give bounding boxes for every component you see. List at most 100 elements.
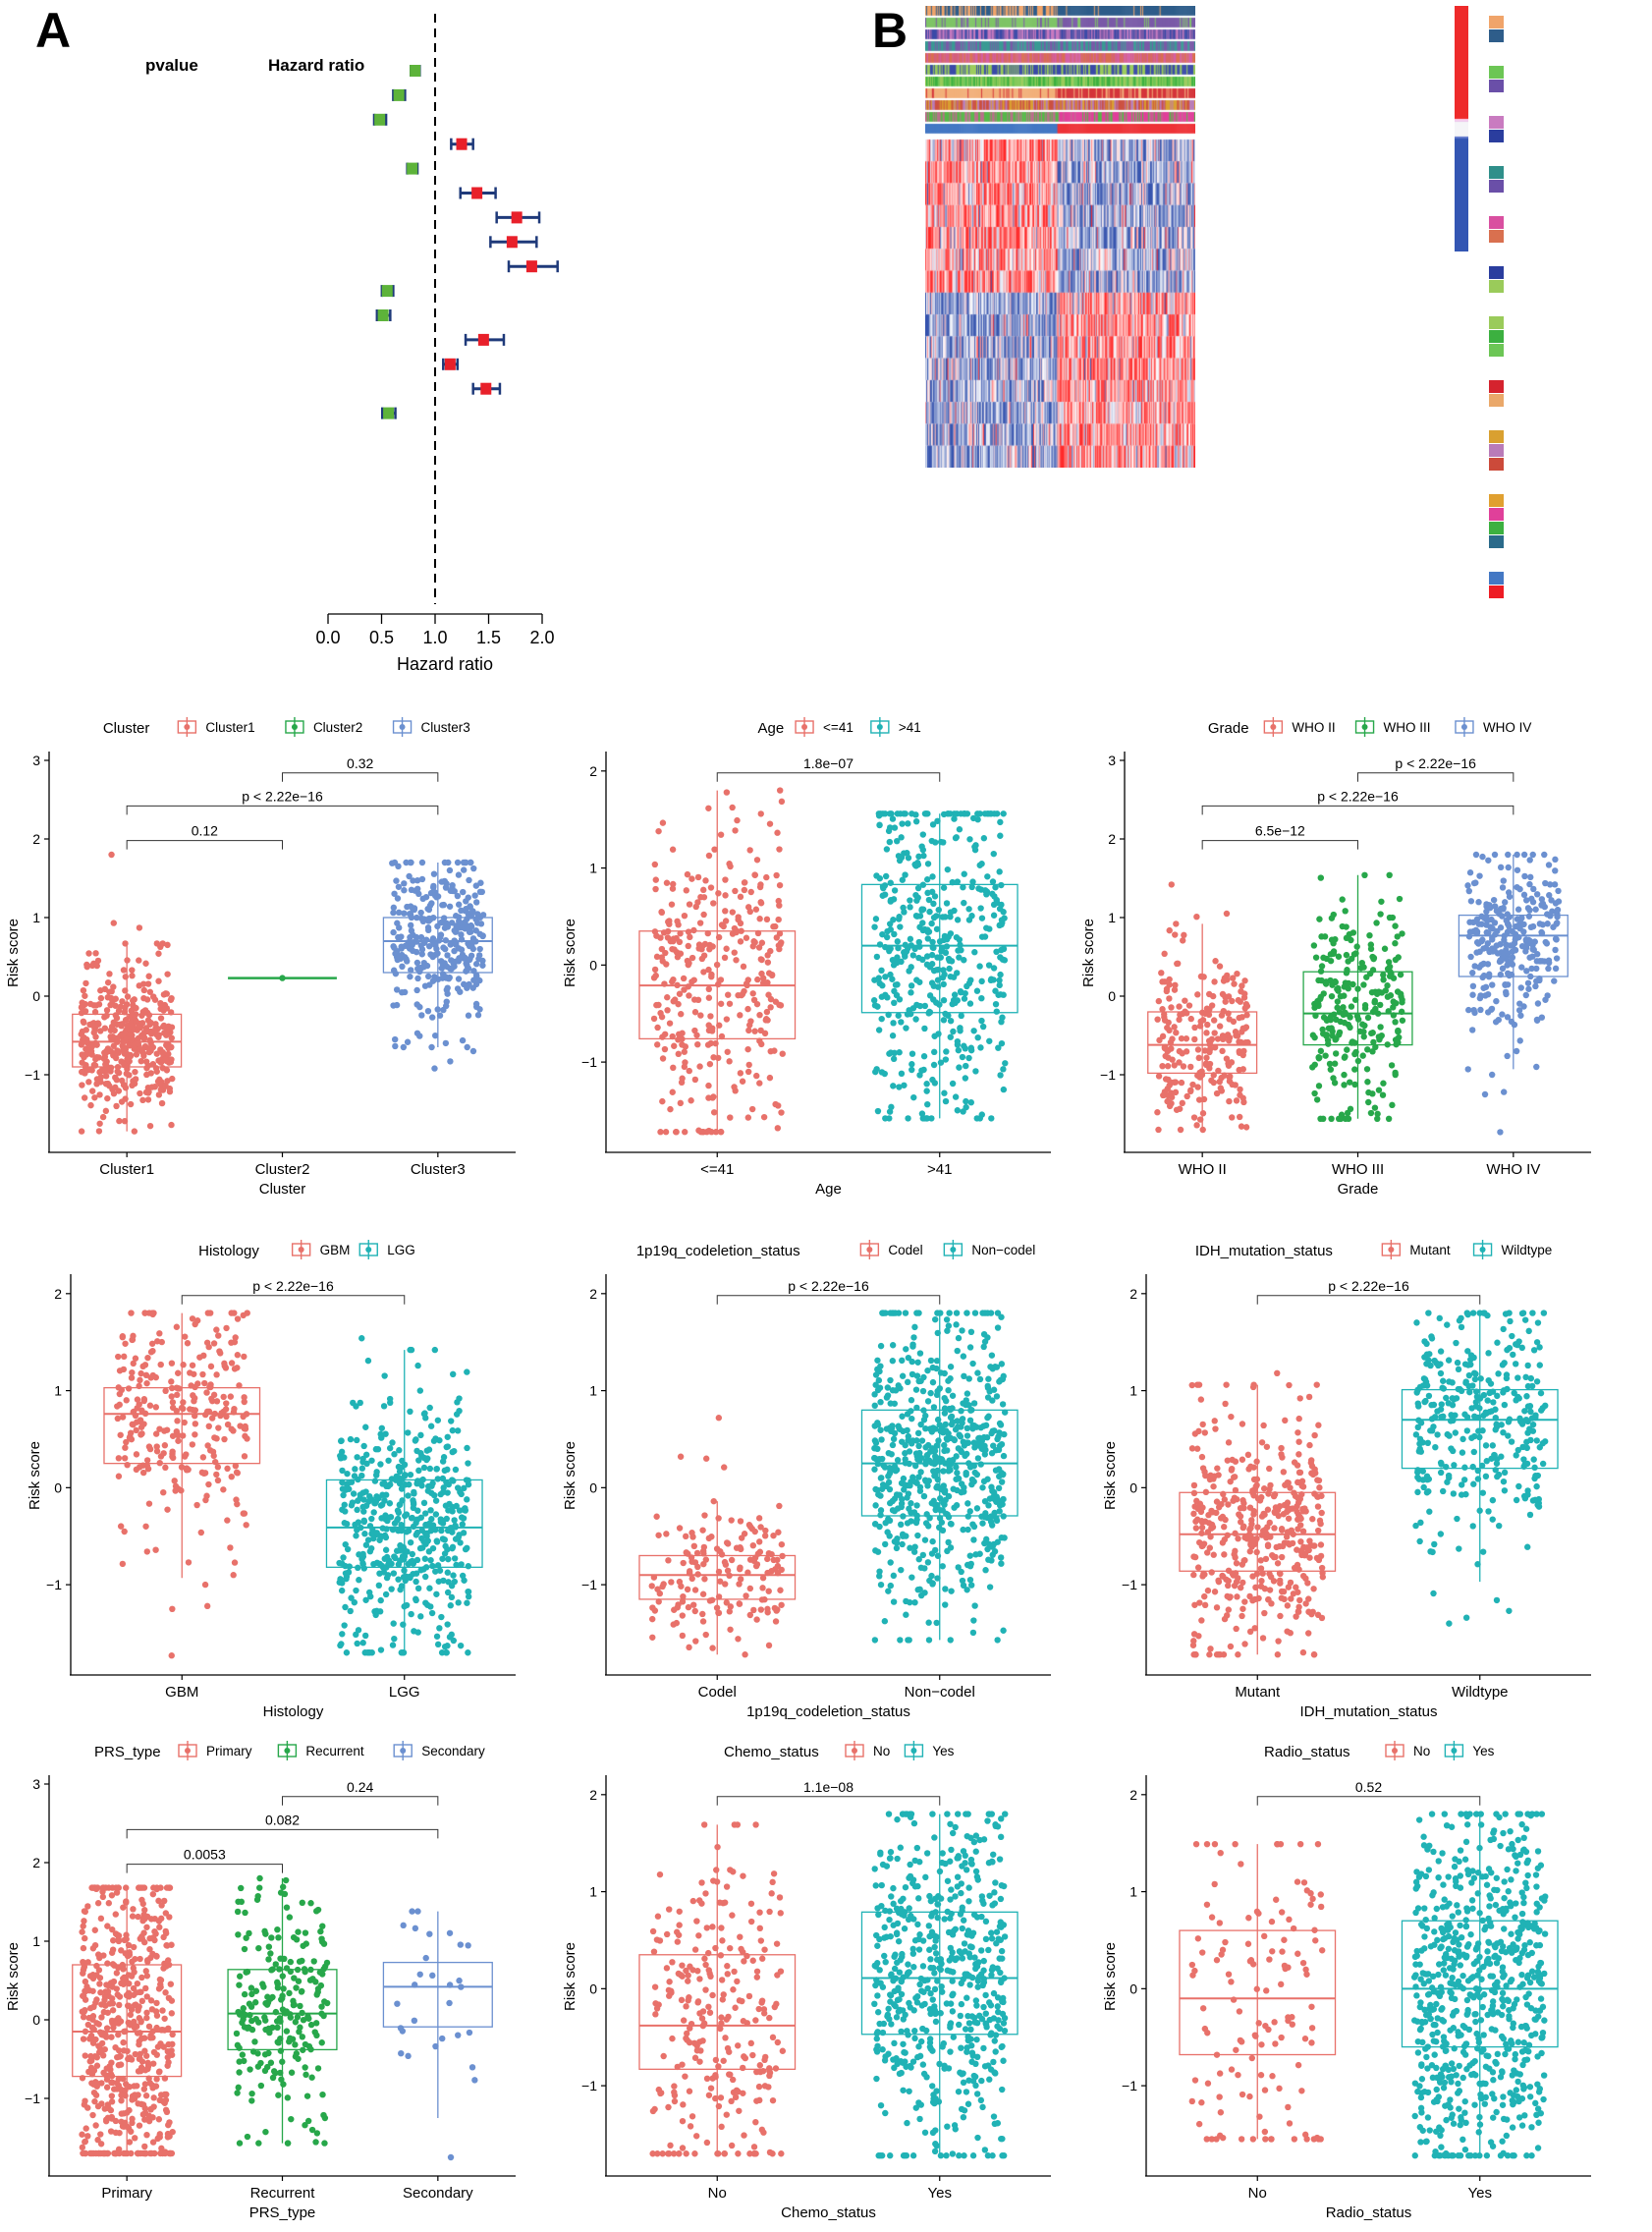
data-point [1346, 985, 1351, 991]
data-point [1444, 1321, 1450, 1327]
data-point [997, 1421, 1003, 1426]
data-point [876, 975, 882, 980]
data-point [377, 1534, 383, 1540]
data-point [708, 1040, 714, 1046]
data-point [371, 1509, 377, 1515]
data-point [1265, 1507, 1271, 1513]
data-point [1469, 992, 1475, 998]
data-point [1001, 1513, 1007, 1519]
data-point [241, 1394, 247, 1400]
data-point [1552, 857, 1558, 863]
data-point [886, 828, 892, 834]
data-point [676, 1032, 682, 1037]
data-point [1374, 991, 1380, 997]
data-point [670, 1065, 676, 1071]
data-point [1397, 896, 1403, 902]
data-point [338, 1641, 344, 1646]
data-point [959, 1327, 964, 1333]
data-point [1438, 1460, 1444, 1466]
data-point [737, 1601, 743, 1607]
data-point [116, 1118, 122, 1124]
data-point [967, 1000, 973, 1006]
legend-title: 1p19q_codeletion_status [636, 1243, 800, 1259]
data-point [1523, 992, 1529, 998]
data-point [685, 1550, 690, 1556]
data-point [695, 945, 701, 951]
data-point [766, 1643, 772, 1648]
data-point [1392, 1019, 1398, 1025]
outlier-point [111, 920, 117, 925]
data-point [1544, 992, 1550, 998]
data-point [1477, 1007, 1483, 1013]
data-point [1191, 1036, 1197, 1042]
data-point [993, 1467, 999, 1473]
data-point [1203, 1060, 1209, 1066]
data-point [1319, 963, 1325, 969]
data-point [1505, 950, 1511, 956]
data-point [98, 995, 104, 1001]
data-point [929, 1500, 935, 1506]
data-point [903, 1310, 909, 1315]
data-point [873, 1440, 879, 1446]
data-point [1351, 1051, 1357, 1057]
data-point [1328, 958, 1334, 964]
data-point [400, 1553, 406, 1559]
data-point [1233, 1570, 1239, 1576]
data-point [1295, 1451, 1301, 1457]
data-point [673, 1129, 679, 1135]
data-point [1471, 880, 1477, 886]
data-point [411, 1489, 416, 1495]
data-point [957, 826, 963, 832]
data-point [365, 1649, 371, 1655]
y-tick-label: −1 [581, 1054, 597, 1070]
data-point [944, 1316, 950, 1322]
data-point [368, 1516, 374, 1522]
data-point [399, 1649, 405, 1655]
data-point [120, 1334, 126, 1340]
data-point [756, 916, 762, 921]
data-point [143, 1065, 149, 1071]
data-point [941, 997, 947, 1003]
data-point [1240, 1525, 1246, 1531]
data-point [872, 1547, 878, 1553]
data-point [756, 1515, 762, 1521]
data-point [162, 1442, 168, 1448]
data-point [1391, 1012, 1397, 1018]
data-point [894, 1535, 900, 1541]
data-point [1304, 1544, 1310, 1550]
legend-swatch [1489, 586, 1504, 598]
data-point [914, 1372, 920, 1378]
data-point [1532, 907, 1538, 913]
data-point [1189, 1382, 1195, 1388]
data-point [950, 1393, 956, 1399]
data-point [933, 913, 939, 919]
data-point [1545, 966, 1551, 972]
data-point [1480, 985, 1486, 991]
data-point [937, 938, 943, 944]
data-point [1166, 995, 1172, 1001]
data-point [948, 1521, 954, 1527]
data-point [741, 964, 746, 970]
data-point [1510, 962, 1515, 968]
legend-key-dot [877, 724, 883, 730]
data-point [671, 1607, 677, 1613]
x-tick-label: WHO II [1179, 1161, 1227, 1178]
data-point [1380, 1081, 1386, 1087]
data-point [1361, 872, 1367, 878]
data-point [429, 1563, 435, 1569]
data-point [428, 1423, 434, 1429]
data-point [1177, 1048, 1183, 1054]
data-point [1299, 1479, 1305, 1484]
data-point [408, 1611, 413, 1617]
data-point [169, 1360, 175, 1366]
legend-item-label: Non−codel [971, 1243, 1035, 1257]
data-point [779, 799, 785, 805]
data-point [103, 1073, 109, 1079]
data-point [1521, 873, 1527, 879]
data-point [663, 1531, 669, 1536]
data-point [1278, 1451, 1284, 1457]
data-point [1285, 1499, 1291, 1505]
data-point [140, 1053, 146, 1059]
legend-swatch [1489, 522, 1504, 534]
